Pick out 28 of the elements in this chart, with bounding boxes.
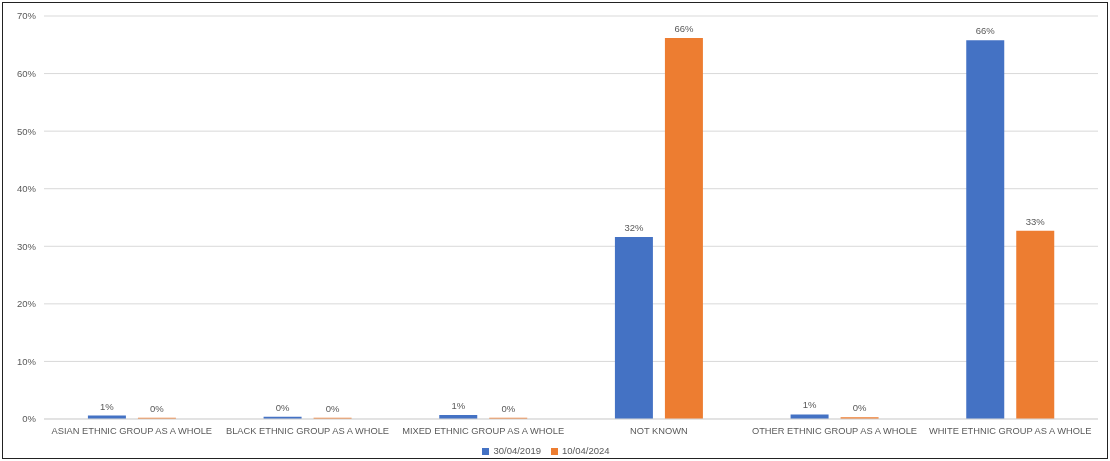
y-tick-label: 50% xyxy=(16,125,37,137)
data-label: 0% xyxy=(325,402,340,414)
data-label: 66% xyxy=(975,25,996,37)
data-label: 66% xyxy=(674,22,694,34)
y-tick-label: 30% xyxy=(16,240,37,252)
y-tick-label: 60% xyxy=(16,67,37,79)
data-label: 0% xyxy=(501,402,516,414)
x-tick-label: OTHER ETHNIC GROUP AS A WHOLE xyxy=(751,425,918,436)
y-tick-label: 40% xyxy=(16,183,37,195)
data-label: 0% xyxy=(275,401,290,413)
legend-label: 10/04/2024 xyxy=(562,445,610,456)
x-tick-label: BLACK ETHNIC GROUP AS A WHOLE xyxy=(225,425,390,436)
data-label: 0% xyxy=(150,402,165,414)
y-tick-label: 0% xyxy=(22,413,37,425)
data-label: 1% xyxy=(100,400,115,412)
x-tick-label: NOT KNOWN xyxy=(629,425,688,436)
data-label: 32% xyxy=(624,222,644,234)
x-tick-label: MIXED ETHNIC GROUP AS A WHOLE xyxy=(402,425,565,436)
y-tick-label: 10% xyxy=(16,355,37,367)
legend-label: 30/04/2019 xyxy=(493,445,541,456)
data-label: 1% xyxy=(802,399,817,411)
data-label: 1% xyxy=(451,399,466,411)
data-label: 0% xyxy=(852,402,867,414)
x-tick-label: ASIAN ETHNIC GROUP AS A WHOLE xyxy=(51,425,213,436)
x-tick-label: WHITE ETHNIC GROUP AS A WHOLE xyxy=(928,425,1092,436)
data-label: 33% xyxy=(1025,215,1046,227)
y-tick-label: 70% xyxy=(16,10,37,22)
y-tick-label: 20% xyxy=(16,298,37,310)
